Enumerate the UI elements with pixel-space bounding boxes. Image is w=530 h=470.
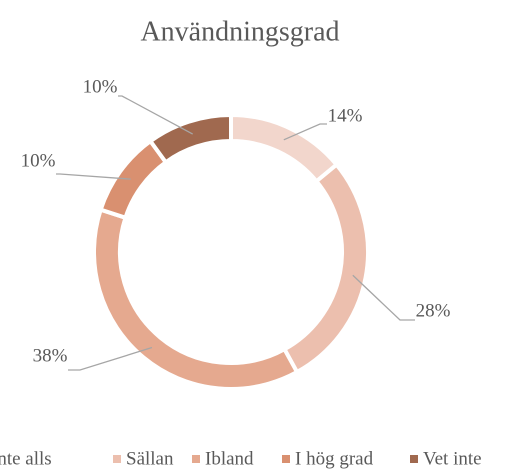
legend-label: I hög grad (295, 448, 374, 469)
legend-swatch (113, 455, 121, 463)
legend-swatch (192, 455, 200, 463)
data-label: 38% (33, 345, 68, 366)
donut-segment (147, 112, 233, 165)
data-label: 28% (416, 300, 451, 321)
leader-line (68, 346, 153, 371)
data-label: 14% (328, 105, 363, 126)
chart-title: Användningsgrad (140, 16, 339, 47)
legend-swatch (282, 455, 290, 463)
donut-segment (229, 112, 340, 185)
legend-label: Vet inte (423, 448, 482, 469)
data-label: 10% (21, 150, 56, 171)
legend-label: Inte alls (0, 448, 52, 469)
legend-label: Sällan (126, 448, 174, 469)
legend-label: Ibland (205, 448, 254, 469)
leader-line (56, 173, 131, 180)
legend-swatch (410, 455, 418, 463)
donut-segment (281, 161, 370, 375)
donut-segment (98, 138, 169, 221)
leader-line (118, 95, 193, 135)
leader-line (283, 123, 327, 141)
leader-line (352, 274, 415, 321)
donut-segment (92, 207, 300, 391)
data-label: 10% (83, 76, 118, 97)
